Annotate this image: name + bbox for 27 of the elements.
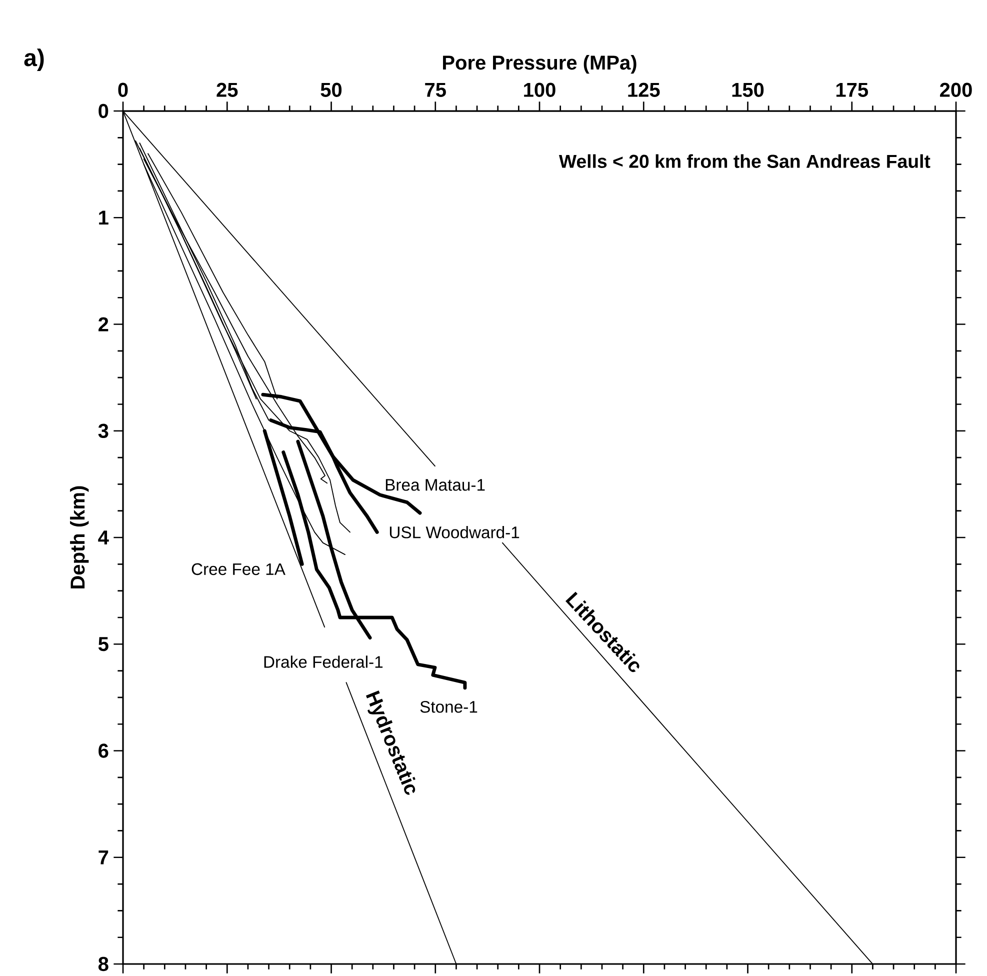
series-label: Cree Fee 1A bbox=[192, 563, 286, 576]
text: a) bbox=[24, 48, 44, 72]
x-tick-label: 25 bbox=[216, 82, 238, 97]
y-tick-label: 5 bbox=[98, 637, 108, 652]
x-tick-label: 200 bbox=[940, 82, 972, 97]
y-tick-label: 3 bbox=[98, 424, 108, 438]
x-tick-label: 0 bbox=[118, 82, 128, 97]
y-tick-label: 8 bbox=[98, 956, 108, 972]
x-tick-label: 175 bbox=[836, 83, 868, 97]
y-tick-label: 7 bbox=[98, 850, 108, 864]
y-axis-title: Depth (km) bbox=[70, 486, 89, 588]
series-label: Brea Matau-1 bbox=[386, 479, 485, 491]
x-axis-title: Pore Pressure (MPa) bbox=[443, 55, 636, 74]
y-tick-label: 2 bbox=[98, 317, 108, 332]
x-tick-label: 125 bbox=[628, 82, 660, 97]
y-tick-label: 1 bbox=[99, 210, 108, 225]
y-tick-label: 0 bbox=[98, 104, 108, 118]
x-tick-label: 50 bbox=[320, 82, 342, 97]
series-label: Stone-1 bbox=[420, 700, 478, 713]
x-tick-label: 150 bbox=[732, 82, 764, 97]
y-tick-label: 6 bbox=[98, 744, 108, 758]
text: Wells < 20 km from the San Andreas Fault bbox=[558, 154, 930, 168]
x-tick-label: 75 bbox=[425, 83, 446, 97]
y-tick-label: 4 bbox=[98, 530, 109, 544]
x-tick-label: 100 bbox=[524, 82, 556, 97]
series-label: USL Woodward-1 bbox=[390, 526, 520, 538]
series-label: Drake Federal-1 bbox=[264, 656, 383, 668]
